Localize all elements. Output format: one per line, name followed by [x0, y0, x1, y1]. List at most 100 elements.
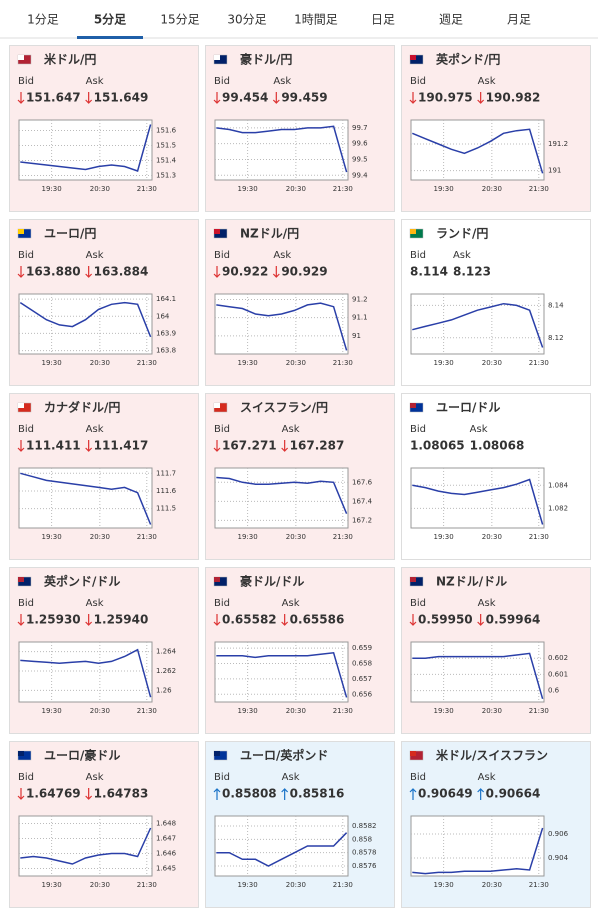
ask-label: Ask [453, 250, 471, 261]
y-tick-label: 0.656 [352, 690, 373, 698]
tab[interactable]: 日足 [371, 13, 395, 27]
y-tick-label: 1.648 [156, 820, 176, 828]
card-title[interactable]: ユーロ/豪ドル [44, 748, 120, 763]
y-tick-label: 151.3 [156, 172, 176, 180]
y-tick-label: 0.858 [352, 835, 372, 843]
tab[interactable]: 月足 [507, 13, 531, 27]
tab[interactable]: 1時間足 [294, 13, 338, 27]
bid-label: Bid [18, 598, 34, 609]
trend-arrow [85, 788, 93, 800]
x-tick-label: 19:30 [238, 185, 258, 193]
price-line [216, 476, 348, 514]
card-title[interactable]: スイスフラン/円 [240, 401, 328, 415]
bid-value: 8.114 [410, 265, 448, 279]
y-tick-label: 1.264 [156, 648, 177, 656]
ask-value: 90.929 [281, 265, 327, 279]
trend-arrow [17, 614, 25, 626]
bid-label: Bid [214, 598, 230, 609]
y-tick-label: 0.601 [548, 670, 568, 678]
x-tick-label: 20:30 [90, 707, 110, 715]
card-title[interactable]: ユーロ/ドル [436, 401, 500, 415]
bid-label: Bid [410, 424, 426, 435]
x-tick-label: 19:30 [42, 881, 62, 889]
card-title[interactable]: 米ドル/スイスフラン [436, 748, 548, 763]
x-tick-label: 20:30 [286, 185, 306, 193]
x-tick-label: 20:30 [286, 707, 306, 715]
ask-label: Ask [86, 598, 104, 609]
x-tick-label: 21:30 [333, 533, 353, 541]
ask-value: 0.90664 [486, 787, 541, 801]
ask-label: Ask [478, 772, 496, 783]
y-tick-label: 1.645 [156, 865, 176, 873]
card-title[interactable]: 英ポンド/円 [436, 52, 500, 67]
y-tick-label: 0.657 [352, 675, 372, 683]
tab[interactable]: 30分足 [227, 13, 266, 27]
card-title[interactable]: ランド/円 [436, 227, 488, 241]
chart-frame [214, 293, 349, 355]
ask-label: Ask [470, 424, 488, 435]
x-tick-label: 19:30 [238, 533, 258, 541]
ask-value: 0.59964 [486, 613, 541, 627]
card-title[interactable]: 豪ドル/ドル [240, 574, 304, 589]
x-tick-label: 19:30 [42, 707, 62, 715]
x-tick-label: 21:30 [137, 707, 157, 715]
y-tick-label: 1.082 [548, 504, 568, 512]
card-title[interactable]: 英ポンド/ドル [44, 574, 120, 589]
bid-value: 0.90649 [418, 787, 473, 801]
bid-label: Bid [214, 772, 230, 783]
bid-label: Bid [214, 76, 230, 87]
x-tick-label: 19:30 [434, 359, 454, 367]
price-line [412, 302, 544, 348]
x-tick-label: 20:30 [90, 533, 110, 541]
x-tick-label: 20:30 [482, 881, 502, 889]
y-tick-label: 151.5 [156, 142, 176, 150]
bid-value: 163.880 [26, 265, 81, 279]
y-tick-label: 8.12 [548, 334, 564, 342]
card-title[interactable]: ユーロ/英ポンド [240, 748, 328, 763]
card-title[interactable]: カナダドル/円 [44, 400, 120, 415]
flag [410, 403, 416, 408]
flag [214, 55, 220, 60]
bid-value: 1.25930 [26, 613, 81, 627]
trend-arrow [213, 266, 221, 278]
card-title[interactable]: NZドル/ドル [436, 575, 507, 589]
chart-frame [410, 815, 545, 877]
tab[interactable]: 週足 [439, 13, 463, 27]
chart-frame [214, 641, 349, 703]
card-title[interactable]: 米ドル/円 [44, 52, 96, 67]
card-title[interactable]: 豪ドル/円 [240, 52, 292, 67]
ask-value: 0.85816 [290, 787, 345, 801]
flag [410, 55, 416, 60]
flag [410, 751, 416, 756]
bid-value: 1.08065 [410, 439, 465, 453]
ask-value: 8.123 [453, 265, 491, 279]
y-tick-label: 111.7 [156, 469, 176, 477]
trend-arrow [85, 266, 93, 278]
y-tick-label: 1.646 [156, 850, 177, 858]
card-title[interactable]: ユーロ/円 [44, 227, 96, 241]
x-tick-label: 20:30 [90, 359, 110, 367]
x-tick-label: 21:30 [529, 533, 549, 541]
trend-arrow [281, 788, 289, 800]
ask-value: 151.649 [94, 91, 149, 105]
y-tick-label: 164.1 [156, 295, 176, 303]
trend-arrow [409, 614, 417, 626]
chart-frame [410, 641, 545, 703]
x-tick-label: 21:30 [137, 185, 157, 193]
bid-label: Bid [410, 598, 426, 609]
price-line [216, 125, 348, 173]
x-tick-label: 19:30 [42, 533, 62, 541]
x-tick-label: 19:30 [42, 185, 62, 193]
y-tick-label: 0.602 [548, 654, 568, 662]
bid-value: 190.975 [418, 91, 473, 105]
chart-frame [18, 815, 153, 877]
tab[interactable]: 15分足 [160, 13, 199, 27]
bid-value: 0.59950 [418, 613, 473, 627]
tab[interactable]: 5分足 [94, 12, 126, 27]
x-tick-label: 19:30 [238, 359, 258, 367]
card-title[interactable]: NZドル/円 [240, 227, 299, 241]
trend-arrow [85, 92, 93, 104]
ask-label: Ask [273, 76, 291, 87]
y-tick-label: 0.904 [548, 854, 569, 862]
tab[interactable]: 1分足 [27, 13, 59, 27]
